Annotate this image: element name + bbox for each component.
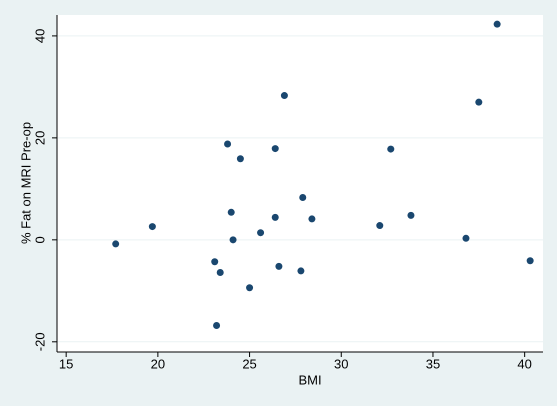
plot-area: [57, 15, 543, 352]
point: [246, 284, 254, 292]
point: [211, 258, 219, 266]
point: [297, 267, 305, 275]
y-axis-label: % Fat on MRI Pre-op: [18, 122, 33, 244]
point: [299, 194, 307, 202]
point: [462, 234, 470, 242]
x-tick-label: 35: [426, 356, 440, 371]
point: [271, 145, 279, 153]
y-tick-label: 0: [32, 236, 47, 243]
y-tick-label: 40: [32, 29, 47, 43]
point: [271, 213, 279, 221]
point: [236, 155, 244, 163]
point: [275, 262, 283, 270]
point: [475, 98, 483, 106]
point: [216, 268, 224, 276]
x-tick-label: 15: [59, 356, 73, 371]
y-tick-label: 20: [32, 131, 47, 145]
point: [148, 223, 156, 231]
point: [112, 240, 120, 248]
x-tick-label: 40: [517, 356, 531, 371]
point: [376, 222, 384, 230]
x-tick-label: 30: [334, 356, 348, 371]
point: [229, 236, 237, 244]
point: [407, 211, 415, 219]
point: [387, 145, 395, 153]
point: [224, 140, 232, 148]
point: [257, 229, 265, 237]
y-tick-label: -20: [32, 332, 47, 351]
point: [493, 20, 501, 28]
point: [308, 215, 316, 223]
point: [227, 208, 235, 216]
x-tick-label: 25: [242, 356, 256, 371]
point: [526, 257, 534, 265]
x-axis-label: BMI: [298, 372, 321, 387]
x-tick-label: 20: [151, 356, 165, 371]
point: [213, 321, 221, 329]
point: [280, 92, 288, 100]
